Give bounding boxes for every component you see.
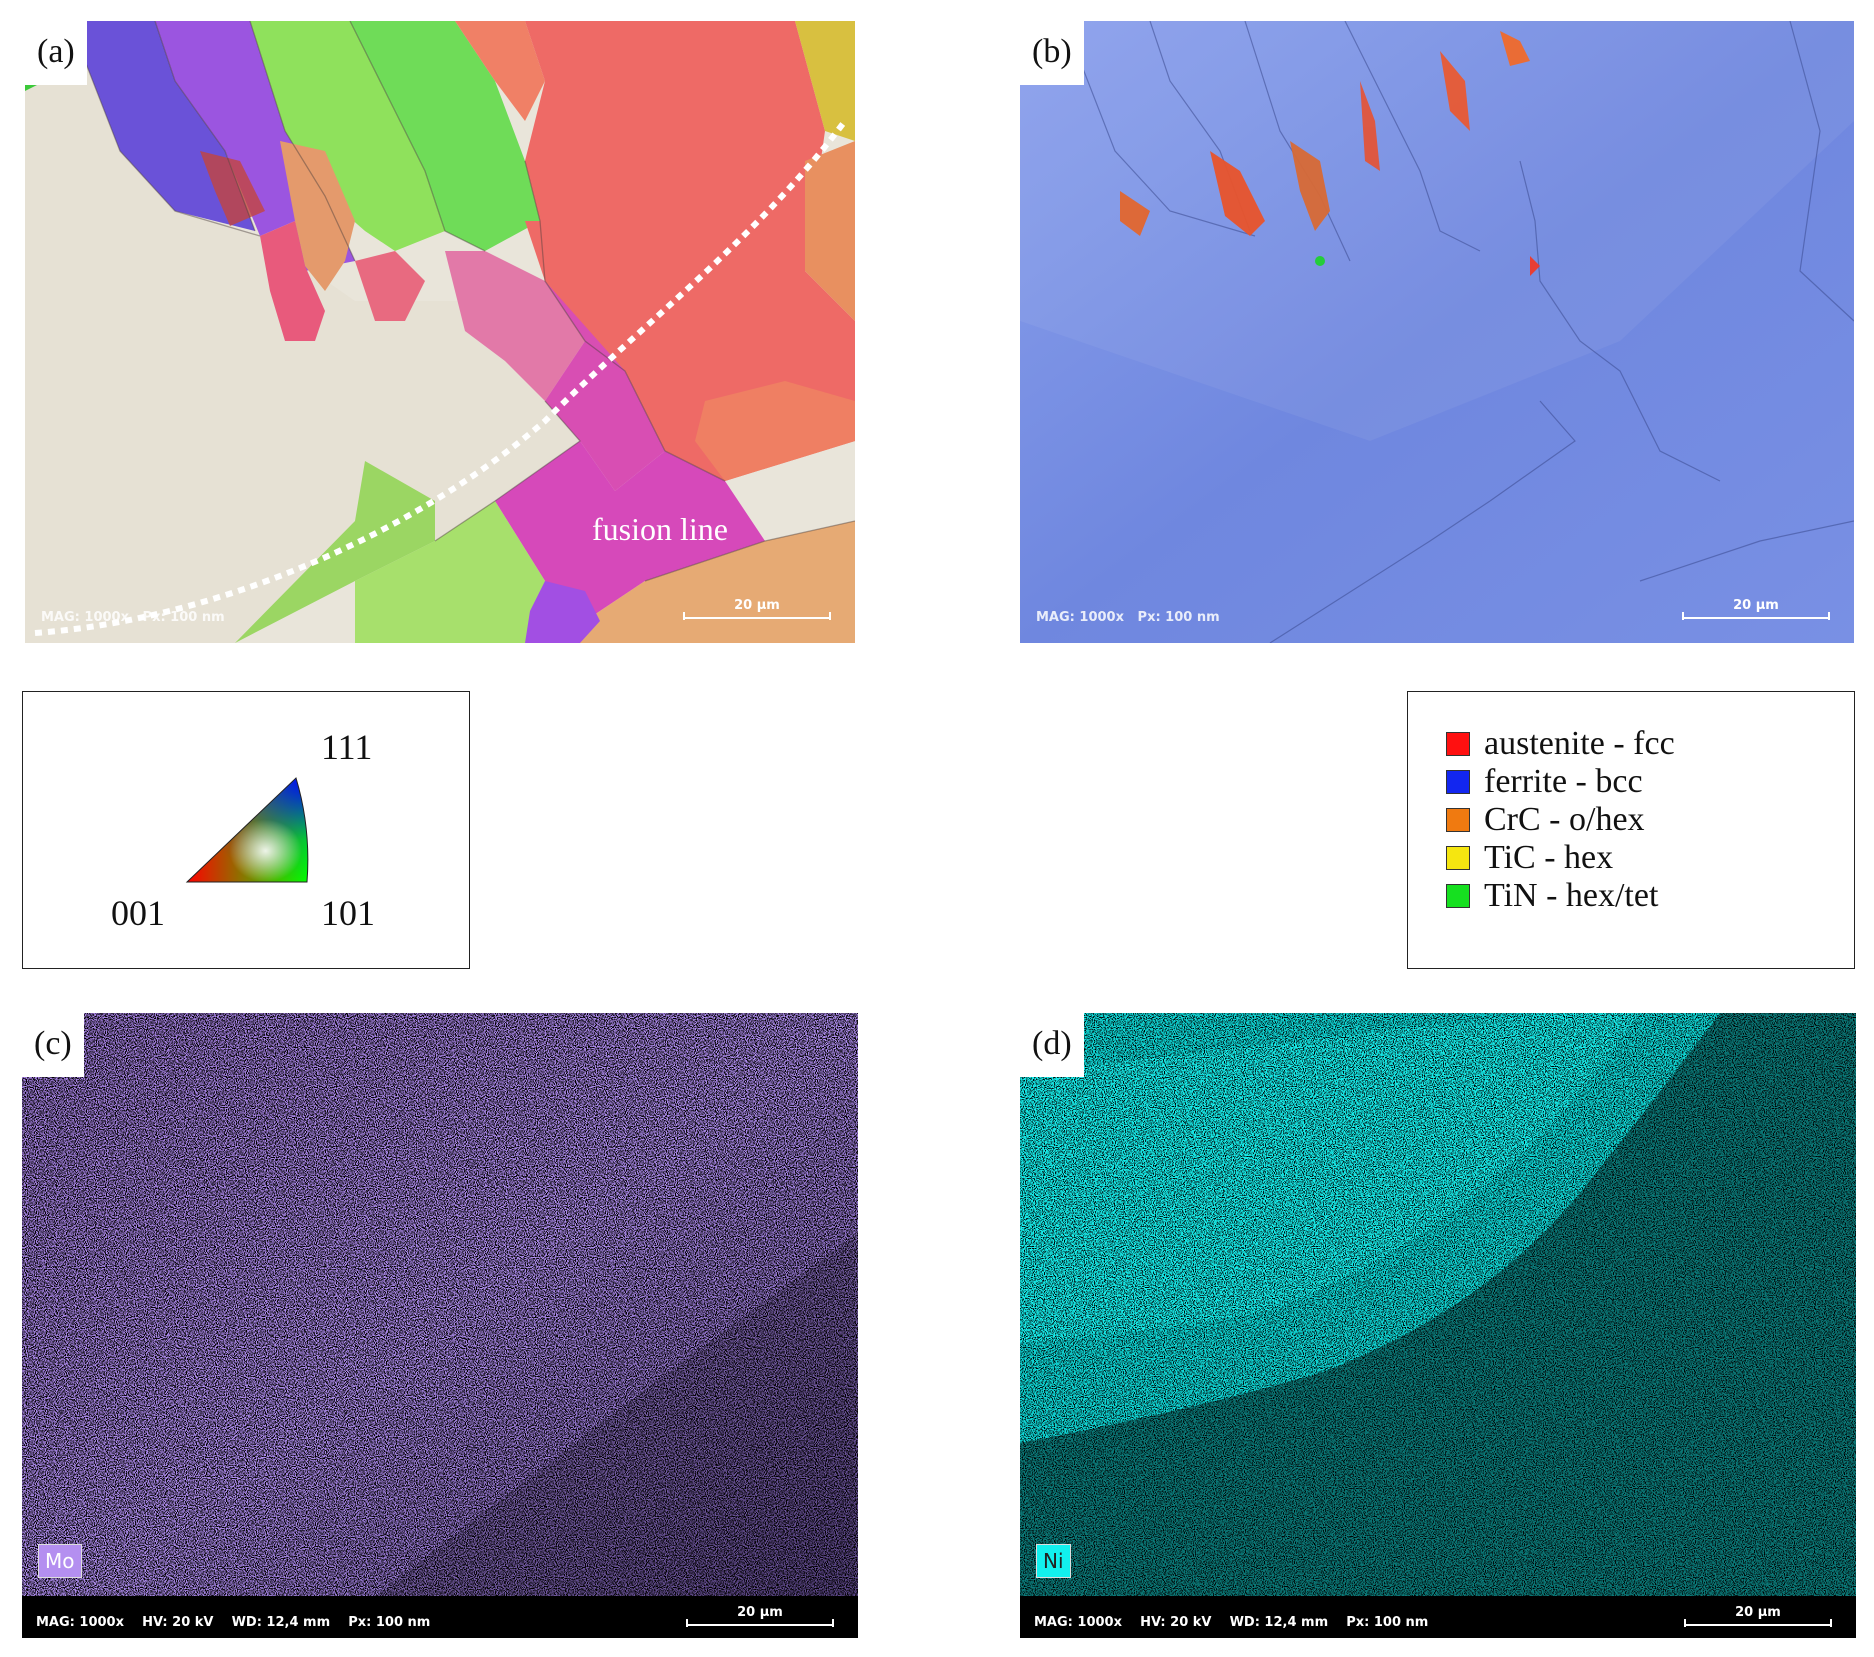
scalebar-label: 20 µm xyxy=(737,1605,783,1620)
panel-a-label: (a) xyxy=(25,21,87,85)
legend-label: austenite - fcc xyxy=(1484,725,1675,762)
panel-c-mo-map: (c) Mo MAG: 1000x HV: 20 kV WD: 12,4 mm … xyxy=(22,1013,858,1638)
panel-c-footer: MAG: 1000x HV: 20 kV WD: 12,4 mm Px: 100… xyxy=(36,1615,431,1630)
panel-d-databar: MAG: 1000x HV: 20 kV WD: 12,4 mm Px: 100… xyxy=(1020,1596,1856,1638)
legend-item: austenite - fcc xyxy=(1446,725,1675,762)
legend-item: TiC - hex xyxy=(1446,839,1614,876)
panel-b-label: (b) xyxy=(1020,21,1084,85)
ipf-map-image xyxy=(25,21,855,643)
scalebar-line xyxy=(686,1619,834,1627)
scalebar-line xyxy=(1684,1619,1832,1627)
panel-c-scalebar: 20 µm xyxy=(686,1606,834,1628)
panel-b-footer: MAG: 1000x Px: 100 nm xyxy=(1036,610,1220,625)
ni-map-image xyxy=(1020,1013,1856,1638)
phase-map-image xyxy=(1020,21,1854,643)
panel-c-databar: MAG: 1000x HV: 20 kV WD: 12,4 mm Px: 100… xyxy=(22,1596,858,1638)
legend-label: TiC - hex xyxy=(1484,839,1614,876)
legend-swatch xyxy=(1446,846,1470,870)
ipf-label-001: 001 xyxy=(111,893,165,933)
legend-item: CrC - o/hex xyxy=(1446,801,1645,838)
ipf-triangle xyxy=(185,777,309,883)
legend-swatch xyxy=(1446,808,1470,832)
scalebar-label: 20 µm xyxy=(1733,598,1779,613)
mo-map-image xyxy=(22,1013,858,1638)
panel-d-label: (d) xyxy=(1020,1013,1084,1077)
panel-a-scalebar: 20 µm xyxy=(683,599,831,621)
panel-d-ni-map: (d) Ni MAG: 1000x HV: 20 kV WD: 12,4 mm … xyxy=(1020,1013,1856,1638)
legend-label: ferrite - bcc xyxy=(1484,763,1643,800)
legend-label: CrC - o/hex xyxy=(1484,801,1645,838)
legend-swatch xyxy=(1446,884,1470,908)
panel-c-label: (c) xyxy=(22,1013,84,1077)
legend-swatch xyxy=(1446,770,1470,794)
legend-item: ferrite - bcc xyxy=(1446,763,1643,800)
panel-d-footer: MAG: 1000x HV: 20 kV WD: 12,4 mm Px: 100… xyxy=(1034,1615,1429,1630)
panel-b-scalebar: 20 µm xyxy=(1682,599,1830,621)
legend-label: TiN - hex/tet xyxy=(1484,877,1659,914)
panel-a-ipf-map: (a) fusion line MAG: 1000x Px: 100 nm 20… xyxy=(25,21,855,643)
fusion-line-label: fusion line xyxy=(592,511,728,547)
ipf-color-key: 111 001 101 xyxy=(22,691,470,969)
legend-swatch xyxy=(1446,732,1470,756)
ipf-label-111: 111 xyxy=(321,727,373,767)
scalebar-label: 20 µm xyxy=(1735,1605,1781,1620)
ipf-label-101: 101 xyxy=(321,893,375,933)
phase-legend: austenite - fcc ferrite - bcc CrC - o/he… xyxy=(1407,691,1855,969)
scalebar-line xyxy=(683,612,831,620)
panel-b-phase-map: (b) MAG: 1000x Px: 100 nm 20 µm xyxy=(1020,21,1854,643)
element-tag-mo: Mo xyxy=(38,1544,82,1578)
element-tag-ni: Ni xyxy=(1036,1544,1071,1578)
scalebar-line xyxy=(1682,612,1830,620)
scalebar-label: 20 µm xyxy=(734,598,780,613)
legend-item: TiN - hex/tet xyxy=(1446,877,1659,914)
panel-d-scalebar: 20 µm xyxy=(1684,1606,1832,1628)
panel-a-footer: MAG: 1000x Px: 100 nm xyxy=(41,610,225,625)
